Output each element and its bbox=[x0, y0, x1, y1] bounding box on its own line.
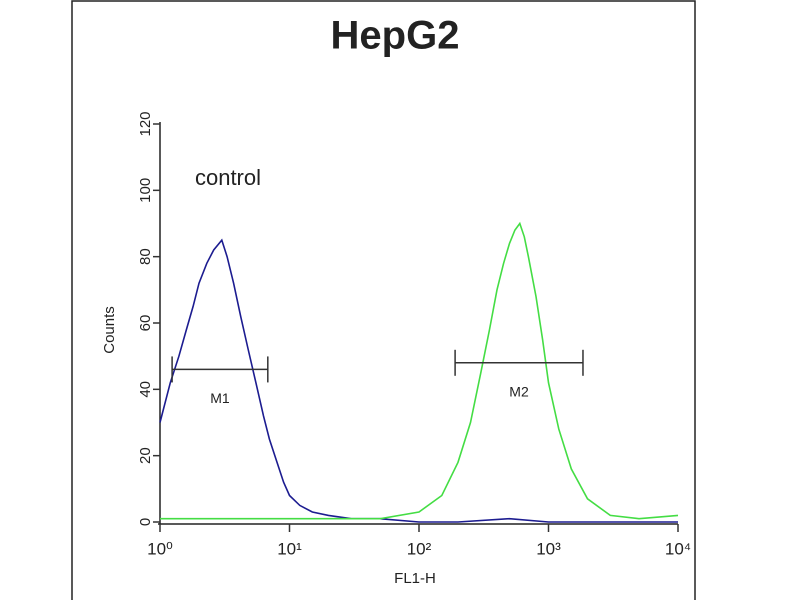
y-tick-label: 20 bbox=[137, 447, 154, 464]
frame bbox=[71, 0, 696, 600]
histogram-line bbox=[160, 221, 679, 520]
chart-title: HepG2 bbox=[331, 14, 460, 58]
histogram-line bbox=[159, 238, 678, 523]
x-tick-label: 10² bbox=[407, 539, 432, 558]
x-tick-label: 10³ bbox=[536, 539, 561, 558]
y-tick-label: 100 bbox=[137, 178, 154, 203]
gate-label: M2 bbox=[509, 384, 529, 400]
y-tick-label: 60 bbox=[137, 315, 154, 332]
x-axis-label: FL1-H bbox=[394, 570, 436, 587]
annotation: control bbox=[195, 165, 261, 190]
y-tick-label: 40 bbox=[137, 381, 154, 398]
x-tick-label: 10⁰ bbox=[147, 539, 173, 558]
y-tick-label: 80 bbox=[137, 248, 154, 265]
y-tick-label: 120 bbox=[137, 111, 154, 136]
x-tick-label: 10¹ bbox=[277, 539, 302, 558]
y-axis-label: Counts bbox=[101, 306, 118, 354]
y-tick-label: 0 bbox=[137, 518, 154, 526]
gate-label: M1 bbox=[210, 390, 230, 406]
x-tick-label: 10⁴ bbox=[665, 539, 691, 558]
